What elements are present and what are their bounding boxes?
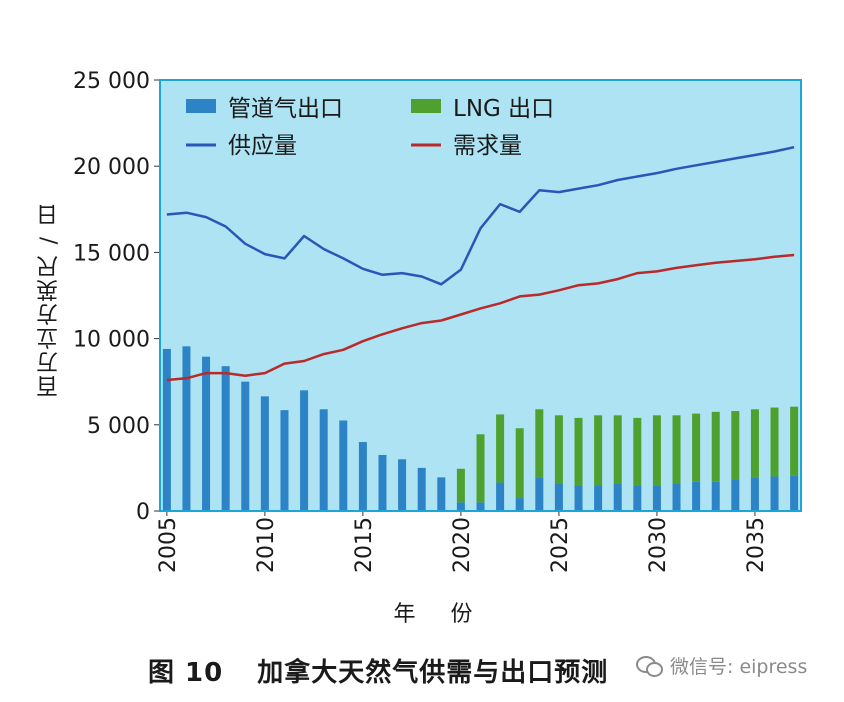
legend-demand-label: 需求量 [453, 133, 522, 159]
x-tick-label: 2005 [156, 517, 181, 573]
pipeline-export-bar [182, 346, 191, 511]
pipeline-export-bar [535, 477, 544, 511]
legend-lng-swatch [411, 99, 441, 113]
wechat-icon [636, 654, 663, 677]
pipeline-export-bar [398, 459, 407, 511]
pipeline-export-bar [358, 442, 367, 511]
lng-export-bar [652, 415, 661, 486]
legend-lng-label: LNG 出口 [453, 96, 554, 122]
lng-export-bar [496, 414, 505, 483]
demand-line [166, 253, 795, 382]
pipeline-export-bar [692, 481, 701, 511]
watermark-text: 微信号: eipress [670, 655, 808, 678]
pipeline-export-bar [378, 454, 387, 511]
lng-export-bar [770, 407, 779, 477]
pipeline-export-bar [221, 366, 230, 511]
lng-export-bar [790, 406, 799, 476]
pipeline-export-bar [319, 409, 328, 511]
lng-export-bar [613, 415, 622, 484]
x-tick-label: 2010 [254, 517, 279, 573]
pipeline-export-bar [711, 481, 720, 511]
lng-export-bar [711, 411, 720, 482]
pipeline-export-bar [652, 485, 661, 511]
lng-export-bar [574, 417, 583, 487]
pipeline-export-bar [790, 475, 799, 511]
pipeline-export-bar [515, 498, 524, 511]
y-tick-label: 5 000 [87, 414, 150, 439]
pipeline-export-bar [456, 502, 465, 511]
lng-export-bar [672, 415, 681, 484]
x-axis-label: 年 份 [393, 602, 487, 627]
pipeline-export-bar [574, 486, 583, 511]
x-tick-label: 2015 [352, 517, 377, 573]
lng-export-bar [476, 434, 485, 503]
y-tick-label: 25 000 [73, 69, 150, 94]
x-tick-label: 2035 [744, 517, 769, 573]
legend-pipeline-label: 管道气出口 [228, 96, 343, 122]
pipeline-export-bar [417, 467, 426, 511]
figure-number: 图 10 [148, 658, 224, 688]
plot-border [159, 79, 802, 512]
figure-caption: 图 10 加拿大天然气供需与出口预测 [148, 652, 608, 689]
pipeline-export-bar [633, 486, 642, 511]
pipeline-export-bar [750, 477, 759, 511]
pipeline-export-bar [476, 502, 485, 511]
y-tick-label: 10 000 [73, 328, 150, 353]
y-axis-label: 百万立方英尺 / 日 [30, 175, 70, 425]
pipeline-export-bar [300, 390, 309, 511]
bar-series [162, 346, 799, 511]
lng-export-bar [456, 468, 465, 503]
supply-line [166, 145, 795, 286]
pipeline-export-bar [260, 396, 269, 511]
lng-export-bar [554, 415, 563, 484]
lng-export-bar [535, 409, 544, 478]
pipeline-export-bar [770, 476, 779, 511]
pipeline-export-bar [672, 483, 681, 511]
pipeline-export-bar [280, 410, 289, 511]
pipeline-export-bar [202, 356, 211, 511]
lng-export-bar [750, 409, 759, 478]
pipeline-export-bar [162, 348, 171, 511]
x-tick-label: 2020 [450, 517, 475, 573]
x-tick-label: 2030 [646, 517, 671, 573]
lng-export-bar [692, 413, 701, 482]
x-tick-label: 2025 [548, 517, 573, 573]
legend-supply-label: 供应量 [228, 133, 297, 159]
y-axis: 0 5 000 10 000 15 000 20 000 25 000 [73, 69, 160, 525]
pipeline-export-bar [613, 483, 622, 511]
y-tick-label: 15 000 [73, 241, 150, 266]
pipeline-export-bar [496, 482, 505, 511]
watermark: 微信号: eipress [636, 650, 807, 680]
pipeline-export-bar [554, 483, 563, 511]
legend-pipeline-swatch [186, 99, 216, 113]
pipeline-export-bar [241, 381, 250, 511]
lng-export-bar [594, 415, 603, 486]
pipeline-export-bar [339, 420, 348, 511]
pipeline-export-bar [594, 485, 603, 511]
x-axis: 2005 2010 2015 2020 2025 2030 2035 [156, 511, 769, 573]
lng-export-bar [633, 417, 642, 487]
figure-title: 加拿大天然气供需与出口预测 [257, 658, 609, 688]
y-axis-label-text: 百万立方英尺 / 日 [37, 202, 62, 398]
lng-export-bar [731, 411, 740, 480]
y-tick-label: 20 000 [73, 155, 150, 180]
pipeline-export-bar [437, 477, 446, 511]
line-series [166, 145, 795, 382]
lng-export-bar [515, 428, 524, 499]
pipeline-export-bar [731, 479, 740, 511]
y-tick-label: 0 [136, 500, 150, 525]
